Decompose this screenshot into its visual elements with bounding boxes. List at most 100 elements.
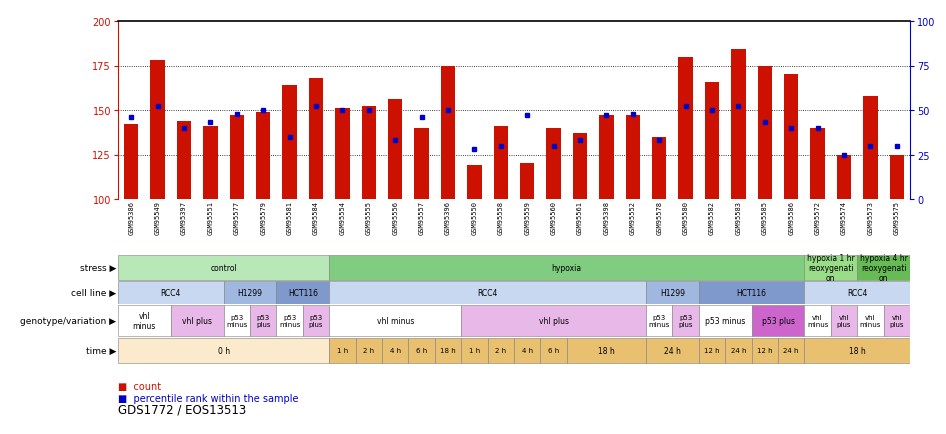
Text: 2 h: 2 h — [496, 348, 506, 354]
Text: 18 h: 18 h — [849, 346, 866, 355]
Bar — [329, 338, 356, 364]
Bar — [335, 109, 350, 200]
Text: vhl
minus: vhl minus — [132, 312, 156, 330]
Text: 4 h: 4 h — [390, 348, 401, 354]
Text: GSM95557: GSM95557 — [418, 201, 425, 234]
Bar — [308, 79, 324, 200]
Text: 12 h: 12 h — [757, 348, 773, 354]
Text: p53
minus: p53 minus — [226, 315, 248, 327]
Text: vhl
plus: vhl plus — [837, 315, 851, 327]
Bar — [678, 57, 692, 200]
Text: 2 h: 2 h — [363, 348, 375, 354]
Bar — [462, 305, 646, 336]
Text: H1299: H1299 — [237, 288, 262, 297]
Text: 1 h: 1 h — [469, 348, 480, 354]
Text: 24 h: 24 h — [730, 348, 746, 354]
Bar — [230, 116, 244, 200]
Bar — [884, 305, 910, 336]
Text: GSM95561: GSM95561 — [577, 201, 583, 234]
Bar — [572, 134, 587, 200]
Text: 1 h: 1 h — [337, 348, 348, 354]
Bar — [329, 282, 646, 304]
Bar — [494, 127, 508, 200]
Bar — [382, 338, 409, 364]
Text: GSM95559: GSM95559 — [524, 201, 530, 234]
Text: stress ▶: stress ▶ — [79, 263, 116, 273]
Bar — [646, 338, 699, 364]
Text: p53 plus: p53 plus — [762, 316, 795, 325]
Text: GSM95560: GSM95560 — [551, 201, 556, 234]
Bar — [118, 338, 329, 364]
Bar — [171, 305, 223, 336]
Text: vhl
minus: vhl minus — [807, 315, 829, 327]
Text: genotype/variation ▶: genotype/variation ▶ — [20, 316, 116, 325]
Bar — [276, 305, 303, 336]
Text: GSM95574: GSM95574 — [841, 201, 847, 234]
Text: ■  percentile rank within the sample: ■ percentile rank within the sample — [118, 393, 299, 403]
Bar — [699, 282, 804, 304]
Text: GSM95580: GSM95580 — [683, 201, 689, 234]
Text: vhl minus: vhl minus — [377, 316, 414, 325]
Text: p53
minus: p53 minus — [649, 315, 670, 327]
Bar — [356, 338, 382, 364]
Bar — [409, 338, 435, 364]
Bar — [705, 82, 719, 200]
Text: GDS1772 / EOS13513: GDS1772 / EOS13513 — [118, 403, 246, 416]
Text: GSM95581: GSM95581 — [287, 201, 292, 234]
Text: H1299: H1299 — [660, 288, 685, 297]
Text: 0 h: 0 h — [218, 346, 230, 355]
Text: GSM95582: GSM95582 — [709, 201, 715, 234]
Text: GSM95398: GSM95398 — [604, 201, 609, 234]
Text: 12 h: 12 h — [704, 348, 720, 354]
Bar — [203, 127, 218, 200]
Text: GSM95396: GSM95396 — [445, 201, 451, 234]
Text: control: control — [210, 263, 237, 273]
Text: GSM95550: GSM95550 — [471, 201, 478, 234]
Text: time ▶: time ▶ — [86, 346, 116, 355]
Text: 4 h: 4 h — [521, 348, 533, 354]
Text: cell line ▶: cell line ▶ — [71, 288, 116, 297]
Bar — [625, 116, 640, 200]
Text: GSM95577: GSM95577 — [234, 201, 239, 234]
Bar — [414, 128, 429, 200]
Bar — [889, 155, 904, 200]
Bar — [388, 100, 402, 200]
Bar — [118, 255, 329, 281]
Text: GSM95556: GSM95556 — [393, 201, 398, 234]
Bar — [857, 255, 910, 281]
Text: p53
minus: p53 minus — [279, 315, 300, 327]
Text: GSM95549: GSM95549 — [154, 201, 161, 234]
Bar — [435, 338, 462, 364]
Bar — [804, 255, 857, 281]
Bar — [487, 338, 514, 364]
Bar — [646, 282, 699, 304]
Bar — [223, 305, 250, 336]
Bar — [467, 166, 482, 200]
Text: p53
plus: p53 plus — [308, 315, 324, 327]
Bar — [752, 338, 778, 364]
Text: RCC4: RCC4 — [161, 288, 181, 297]
Text: GSM95572: GSM95572 — [815, 201, 820, 234]
Text: GSM95558: GSM95558 — [498, 201, 504, 234]
Bar — [731, 50, 745, 200]
Bar — [652, 138, 667, 200]
Text: GSM95551: GSM95551 — [207, 201, 214, 234]
Bar — [758, 66, 772, 200]
Bar — [699, 338, 726, 364]
Text: 18 h: 18 h — [440, 348, 456, 354]
Bar — [726, 338, 752, 364]
Bar — [462, 338, 487, 364]
Bar — [837, 155, 851, 200]
Bar — [150, 61, 165, 200]
Text: vhl plus: vhl plus — [183, 316, 212, 325]
Text: hypoxia 4 hr
reoxygenati
on: hypoxia 4 hr reoxygenati on — [860, 254, 907, 282]
Text: HCT116: HCT116 — [737, 288, 766, 297]
Bar — [863, 96, 878, 200]
Text: vhl
plus: vhl plus — [889, 315, 904, 327]
Text: 18 h: 18 h — [598, 346, 615, 355]
Bar — [361, 107, 377, 200]
Text: GSM95586: GSM95586 — [788, 201, 795, 234]
Bar — [804, 338, 910, 364]
Bar — [276, 282, 329, 304]
Bar — [124, 125, 138, 200]
